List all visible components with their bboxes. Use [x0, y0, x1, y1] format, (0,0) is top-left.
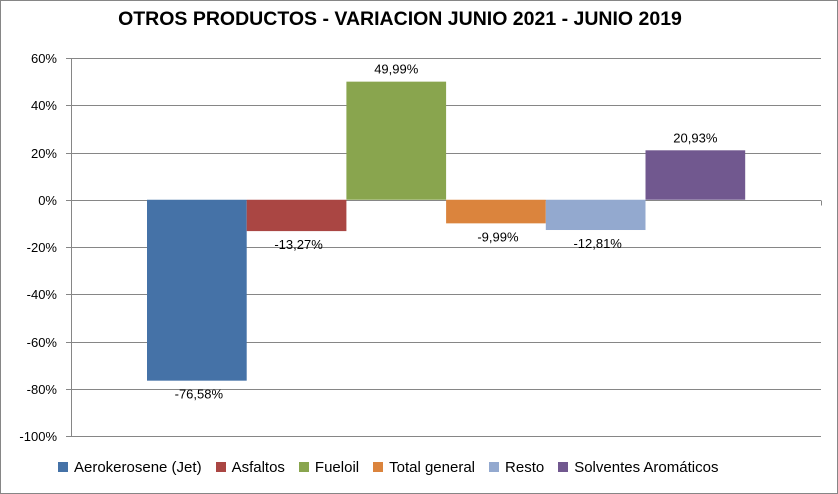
- legend-label: Solventes Aromáticos: [574, 458, 719, 476]
- data-label: 20,93%: [673, 130, 718, 145]
- bar-fueloil: [346, 81, 447, 200]
- legend-item: Aerokerosene (Jet): [58, 459, 202, 476]
- y-tick-label: -20%: [27, 240, 58, 255]
- legend-swatch: [215, 462, 226, 472]
- legend-label: Total general: [389, 458, 476, 476]
- y-tick-label: -40%: [27, 287, 58, 302]
- legend-label: Asfaltos: [231, 458, 285, 476]
- legend-item: Total general: [373, 459, 475, 476]
- legend-swatch: [298, 462, 309, 472]
- y-tick-label: 0%: [38, 193, 57, 208]
- legend-label: Fueloil: [314, 458, 360, 476]
- data-label: -12,81%: [573, 236, 622, 251]
- bar-aerokerosene-jet: [147, 199, 247, 381]
- y-tick-label: -60%: [27, 335, 58, 350]
- legend-swatch: [489, 462, 500, 472]
- data-label: -76,58%: [175, 387, 224, 402]
- y-tick-label: 40%: [31, 98, 57, 113]
- chart-legend: Aerokerosene (Jet) Asfaltos Fueloil Total g…: [58, 457, 732, 477]
- y-tick-label: 60%: [31, 51, 57, 66]
- y-tick-label: -80%: [27, 382, 58, 397]
- legend-item: Resto: [489, 459, 544, 476]
- chart-title: OTROS PRODUCTOS - VARIACION JUNIO 2021 -…: [118, 8, 682, 30]
- legend-label: Aerokerosene (Jet): [74, 458, 202, 476]
- bar-asfaltos: [246, 199, 347, 232]
- legend-item: Asfaltos: [215, 458, 285, 476]
- legend-swatch: [373, 462, 384, 472]
- bar-solventes-arom-ticos: [645, 150, 746, 200]
- legend-item: Fueloil: [298, 458, 360, 476]
- y-tick-label: -100%: [19, 429, 57, 444]
- legend-swatch: [58, 462, 68, 472]
- y-tick-label: 20%: [31, 146, 57, 161]
- legend-label: Resto: [505, 458, 545, 476]
- data-label: -9,99%: [477, 229, 519, 244]
- legend-swatch: [558, 462, 569, 472]
- bar-resto: [545, 199, 646, 231]
- data-label: 49,99%: [374, 62, 419, 77]
- bar-total-general: [446, 199, 546, 224]
- legend-item: Solventes Aromáticos: [558, 459, 718, 476]
- data-label: -13,27%: [274, 237, 323, 252]
